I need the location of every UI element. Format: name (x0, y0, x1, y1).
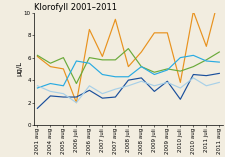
Y-axis label: µg/L: µg/L (16, 61, 22, 76)
Text: Klorofyll 2001–2011: Klorofyll 2001–2011 (33, 3, 116, 12)
